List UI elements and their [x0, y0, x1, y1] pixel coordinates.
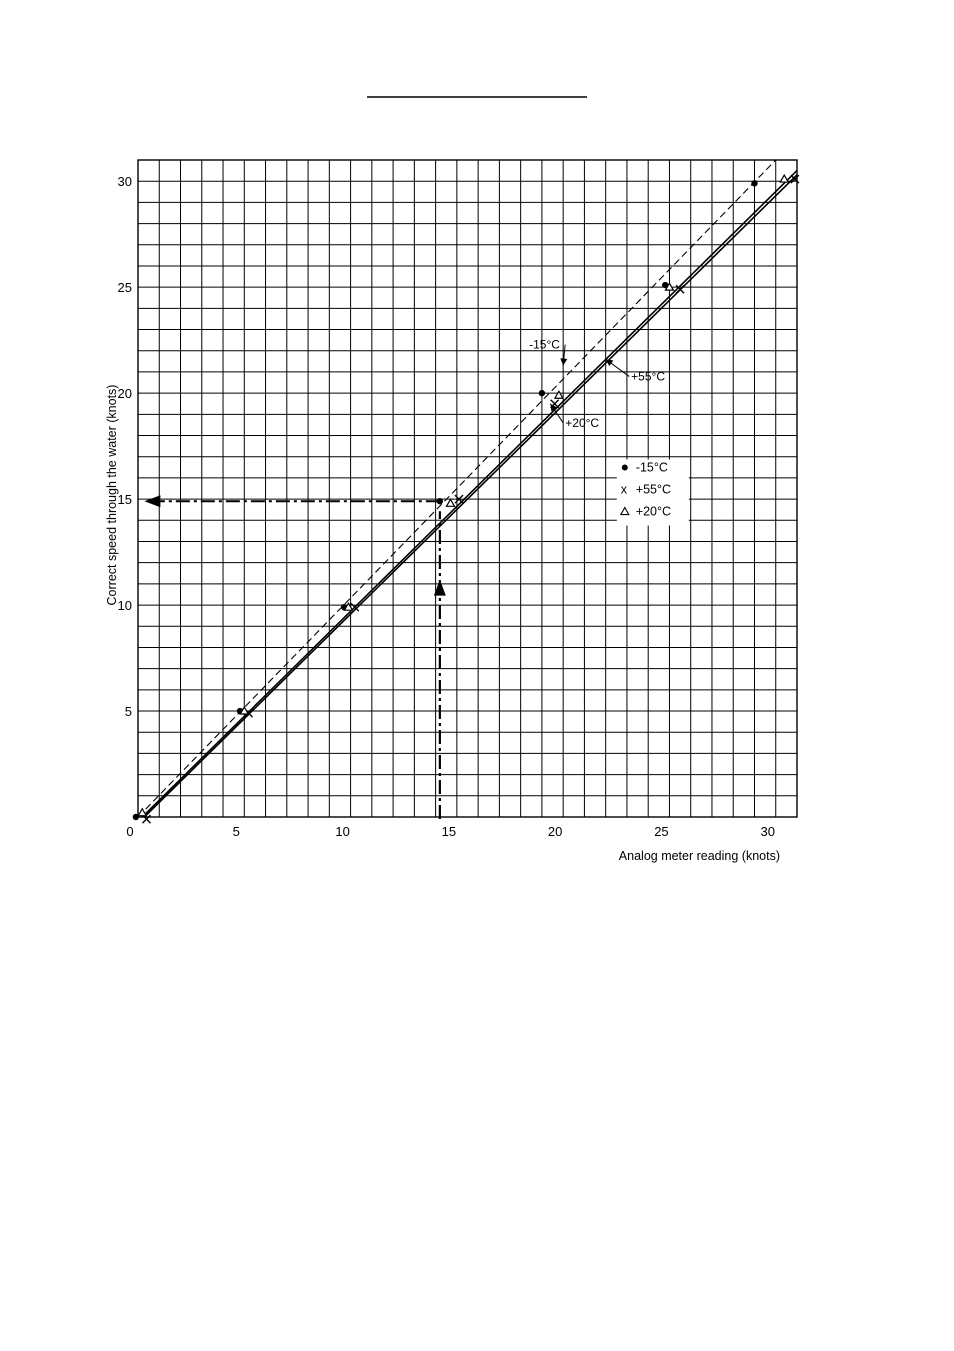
annotation-arrowhead-3 [550, 403, 558, 412]
legend-label: -15°C [636, 461, 668, 475]
x-tick-label: 10 [335, 824, 349, 839]
annotation-label-3: +20°C [565, 416, 599, 430]
series-line-3 [141, 170, 798, 818]
data-point-series-1 [751, 180, 758, 187]
y-axis-label: Correct speed through the water (knots) [105, 385, 119, 606]
annotation-arrowhead-1 [560, 358, 568, 366]
data-point-series-2 [790, 174, 800, 184]
example-reading-guides [144, 495, 446, 819]
legend-symbol [619, 506, 630, 516]
tick-labels: 0 5 10 15 20 25 30 5 10 15 20 25 30 [118, 174, 775, 839]
annotation-label-1: -15°C [529, 338, 560, 352]
data-point-series-3 [553, 390, 564, 399]
data-point-series-3 [137, 807, 148, 817]
data-point-series-2 [142, 814, 151, 824]
legend-entry: x +55°C [621, 483, 671, 497]
legend-symbol [621, 464, 628, 471]
y-tick-label: 5 [125, 704, 132, 719]
data-point-series-2 [675, 284, 685, 294]
series-lines [137, 159, 798, 818]
annotation-label-2: +55°C [631, 369, 665, 383]
data-point-series-3 [664, 281, 675, 291]
y-tick-label: 30 [118, 174, 132, 189]
data-point-series-3 [343, 601, 354, 611]
data-point-series-3 [239, 705, 250, 715]
plot-frame [137, 159, 798, 818]
x-tick-label: 20 [548, 824, 562, 839]
data-point-series-3 [445, 498, 456, 507]
x-tick-label: 30 [761, 824, 775, 839]
reading-arrow-up [433, 579, 446, 596]
series-line-1 [137, 159, 777, 818]
y-tick-label: 10 [118, 598, 132, 613]
y-tick-label: 25 [118, 280, 132, 295]
x-tick-label: 5 [233, 824, 240, 839]
y-tick-label: 20 [118, 386, 132, 401]
data-point-series-3 [779, 173, 790, 183]
annotations: -15°C +55°C +20°C [529, 338, 665, 430]
legend-entry: -15°C [621, 461, 668, 475]
legend-label: +20°C [636, 505, 671, 519]
grid [137, 159, 798, 818]
data-point-series-2 [454, 494, 464, 504]
data-markers [132, 173, 800, 824]
annotation-arrowhead-2 [605, 359, 614, 367]
legend: -15°C x +55°C +20°C [616, 459, 689, 526]
legend-label: +55°C [636, 483, 671, 497]
series-line-2 [143, 174, 798, 818]
data-point-series-1 [436, 498, 444, 505]
legend-entry: +20°C [619, 505, 671, 519]
x-tick-label: 15 [442, 824, 456, 839]
data-point-series-1 [538, 389, 546, 397]
x-tick-label: 25 [654, 824, 668, 839]
x-tick-label: 0 [126, 824, 133, 839]
reading-arrow-left [144, 495, 161, 508]
data-point-series-1 [132, 813, 140, 821]
legend-symbol: x [621, 483, 628, 497]
x-axis-label: Analog meter reading (knots) [619, 849, 780, 863]
y-tick-label: 15 [118, 492, 132, 507]
